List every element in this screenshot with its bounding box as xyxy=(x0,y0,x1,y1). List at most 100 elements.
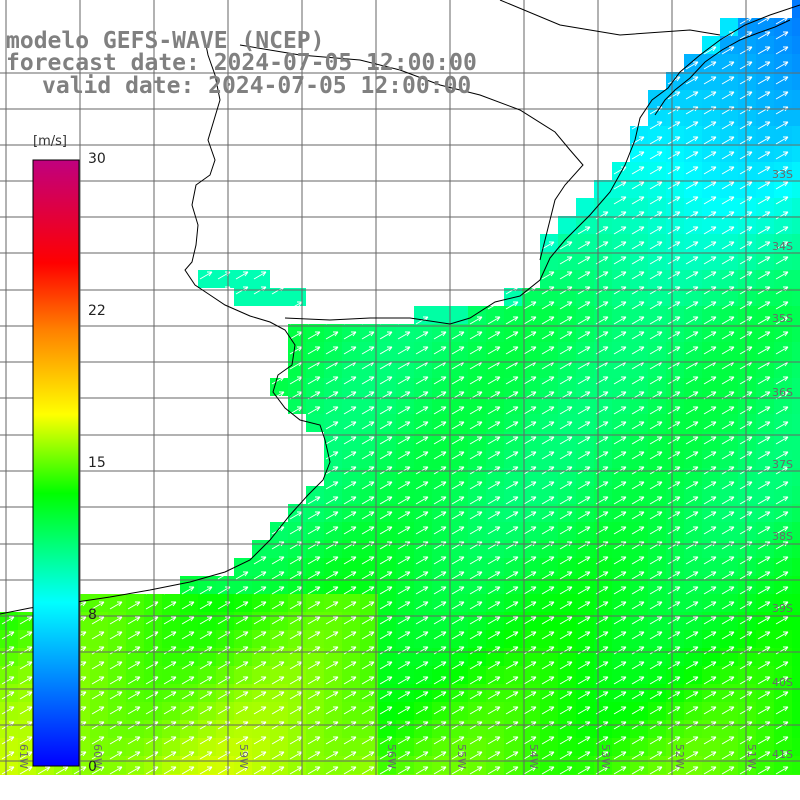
wind-arrow xyxy=(487,571,501,580)
wind-arrow xyxy=(559,706,573,715)
wind-arrow xyxy=(91,736,105,745)
wind-arrow xyxy=(361,646,375,655)
wind-cell xyxy=(360,738,378,756)
wind-arrow xyxy=(505,751,519,760)
wind-arrow xyxy=(199,736,213,745)
wind-arrow xyxy=(757,196,771,205)
wind-cell xyxy=(594,558,612,576)
wind-arrow xyxy=(271,631,285,640)
wind-cell xyxy=(684,522,702,540)
coastline-path xyxy=(284,4,800,325)
wind-cell xyxy=(468,684,486,702)
wind-cell xyxy=(504,594,522,612)
wind-arrow xyxy=(541,406,555,415)
colorbar-tick: 30 xyxy=(88,151,106,167)
wind-cell xyxy=(612,414,630,432)
wind-arrow xyxy=(631,241,645,250)
wind-cell xyxy=(756,306,774,324)
wind-cell xyxy=(792,414,800,432)
wind-cell xyxy=(504,360,522,378)
wind-arrow xyxy=(325,481,339,490)
wind-cell xyxy=(738,594,756,612)
wind-cell xyxy=(558,666,576,684)
wind-cell xyxy=(522,306,540,324)
wind-cell xyxy=(720,252,738,270)
wind-arrow xyxy=(685,346,699,355)
wind-arrow xyxy=(667,616,681,625)
wind-arrow xyxy=(559,436,573,445)
wind-arrow xyxy=(343,406,357,415)
wind-cell xyxy=(684,72,702,90)
wind-arrow xyxy=(757,481,771,490)
wind-cell xyxy=(162,774,180,775)
wind-arrow xyxy=(523,736,537,745)
wind-arrow xyxy=(451,436,465,445)
wind-cell xyxy=(594,594,612,612)
wind-arrow xyxy=(397,571,411,580)
wind-cell xyxy=(396,450,414,468)
wind-cell xyxy=(342,558,360,576)
wind-arrow xyxy=(523,421,537,430)
wind-cell xyxy=(648,378,666,396)
wind-arrow xyxy=(379,631,393,640)
wind-cell xyxy=(414,702,432,720)
wind-cell xyxy=(648,270,666,288)
wind-arrow xyxy=(271,706,285,715)
wind-arrow xyxy=(397,631,411,640)
wind-arrow xyxy=(667,346,681,355)
wind-cell xyxy=(18,630,36,648)
wind-cell xyxy=(774,774,792,775)
wind-cell xyxy=(702,324,720,342)
wind-cell xyxy=(378,648,396,666)
wind-cell xyxy=(756,360,774,378)
wind-cell xyxy=(774,288,792,306)
wind-arrow xyxy=(469,706,483,715)
wind-arrow xyxy=(433,406,447,415)
wind-arrow xyxy=(703,121,717,130)
wind-arrow xyxy=(667,751,681,760)
wind-arrow xyxy=(559,256,573,265)
wind-cell xyxy=(486,630,504,648)
wind-cell xyxy=(702,360,720,378)
wind-arrow xyxy=(415,376,429,385)
wind-arrow xyxy=(541,331,555,340)
wind-cell xyxy=(396,324,414,342)
wind-cell xyxy=(450,774,468,775)
wind-cell xyxy=(486,702,504,720)
wind-arrow xyxy=(469,316,483,325)
wind-cell xyxy=(486,306,504,324)
wind-arrow xyxy=(343,661,357,670)
wind-cell xyxy=(378,774,396,775)
wind-arrow xyxy=(523,496,537,505)
wind-arrow xyxy=(541,766,555,775)
wind-cell xyxy=(630,234,648,252)
wind-cell xyxy=(414,558,432,576)
wind-arrow xyxy=(559,301,573,310)
wind-arrow xyxy=(307,496,321,505)
wind-arrow xyxy=(343,481,357,490)
wind-cell xyxy=(504,342,522,360)
wind-arrow xyxy=(451,421,465,430)
wind-cell xyxy=(216,666,234,684)
wind-arrow xyxy=(199,661,213,670)
wind-arrow xyxy=(433,736,447,745)
wind-cell xyxy=(792,396,800,414)
wind-cell xyxy=(612,702,630,720)
wind-cell xyxy=(648,702,666,720)
wind-cell xyxy=(774,324,792,342)
wind-cell xyxy=(576,288,594,306)
wind-cell xyxy=(702,90,720,108)
wind-cell xyxy=(792,612,800,630)
wind-arrow xyxy=(469,346,483,355)
wind-arrow xyxy=(559,241,573,250)
wind-arrow xyxy=(775,76,789,85)
wind-cell xyxy=(486,360,504,378)
wind-cell xyxy=(684,288,702,306)
wind-arrow xyxy=(163,586,177,595)
wind-cell xyxy=(774,198,792,216)
wind-cell xyxy=(684,702,702,720)
wind-cell xyxy=(522,630,540,648)
wind-arrow xyxy=(325,421,339,430)
wind-arrow xyxy=(343,346,357,355)
wind-cell xyxy=(504,414,522,432)
